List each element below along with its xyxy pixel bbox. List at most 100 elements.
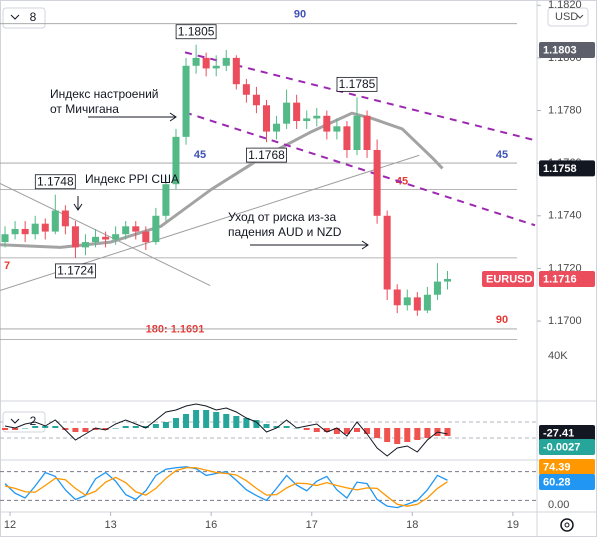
macd-bar bbox=[102, 428, 109, 430]
candle-body bbox=[132, 226, 140, 232]
macd-bar bbox=[183, 414, 190, 428]
macd-bar bbox=[273, 426, 280, 428]
macd-bar bbox=[424, 428, 431, 438]
symbol-badge-bg bbox=[482, 270, 534, 287]
drawings-toggle[interactable] bbox=[2, 7, 46, 29]
settings-button[interactable] bbox=[560, 518, 574, 532]
candle-body bbox=[152, 215, 160, 243]
candle-body bbox=[262, 105, 271, 132]
candle-body bbox=[172, 136, 180, 185]
macd-bar bbox=[253, 420, 260, 428]
candle-body bbox=[61, 210, 69, 227]
candle-body bbox=[11, 228, 19, 235]
macd-bar bbox=[323, 428, 330, 432]
stoch-zero-label: 0.00 bbox=[548, 499, 569, 511]
candle-body bbox=[142, 231, 150, 243]
candle-body bbox=[343, 126, 351, 150]
level-label: 45 bbox=[496, 149, 508, 161]
macd-bar bbox=[414, 428, 421, 440]
price-callout bbox=[175, 24, 217, 40]
macd-bar bbox=[213, 412, 220, 428]
price-callout-label: 1.1768 bbox=[248, 148, 285, 162]
indicators-toggle[interactable] bbox=[2, 411, 46, 433]
x-tick-label: 12 bbox=[4, 519, 16, 531]
macd-line-badge-bg bbox=[539, 425, 595, 441]
macd-bar bbox=[42, 426, 49, 428]
macd-line bbox=[4, 403, 448, 457]
macd-bar bbox=[404, 428, 411, 442]
macd-bar bbox=[52, 426, 59, 428]
stoch-d-badge: 74.39 bbox=[543, 461, 571, 473]
candle-body bbox=[313, 115, 321, 119]
candle-body bbox=[21, 228, 29, 235]
macd-hist-badge-bg bbox=[539, 439, 595, 455]
macd-bar bbox=[132, 426, 139, 428]
price-callout bbox=[336, 76, 378, 92]
price-callout-label: 1.1805 bbox=[178, 24, 215, 38]
macd-bar bbox=[152, 424, 159, 428]
macd-bar bbox=[313, 428, 320, 432]
settings-icon bbox=[564, 522, 570, 528]
macd-bar bbox=[72, 428, 79, 432]
macd-line-badge: -27.41 bbox=[543, 427, 574, 439]
candle-body bbox=[393, 289, 401, 306]
stoch-k bbox=[4, 466, 448, 509]
annotation: от Мичигана bbox=[50, 102, 119, 116]
symbol-badge: EURUSD bbox=[486, 273, 533, 285]
level-label: 90 bbox=[496, 314, 508, 326]
trendline bbox=[0, 182, 211, 286]
price-badge: 1.1803 bbox=[543, 44, 577, 56]
price-badge-bg bbox=[539, 42, 595, 58]
annotation: Индекс настроений bbox=[50, 87, 159, 101]
macd-bar bbox=[112, 428, 119, 429]
x-tick-label: 16 bbox=[205, 519, 217, 531]
macd-bar bbox=[364, 428, 371, 434]
candle-body bbox=[383, 215, 391, 290]
macd-bar bbox=[12, 428, 19, 430]
indicator-count: 2 bbox=[30, 414, 37, 428]
candle-body bbox=[283, 102, 291, 124]
drawings-count: 8 bbox=[30, 10, 37, 24]
macd-bar bbox=[223, 414, 230, 428]
price-callout-label: 1.1724 bbox=[57, 264, 94, 278]
candle-body bbox=[403, 297, 411, 306]
candle-body bbox=[102, 236, 110, 240]
stoch-d-badge-bg bbox=[539, 459, 595, 475]
candle-body bbox=[41, 223, 49, 232]
candle-body bbox=[31, 223, 39, 235]
y-tick-label: 1.1780 bbox=[548, 104, 582, 116]
price-callout-label: 1.1748 bbox=[37, 174, 74, 188]
y-tick-label: 1.1700 bbox=[548, 315, 582, 327]
macd-bar bbox=[263, 424, 270, 428]
arrow bbox=[250, 240, 369, 250]
candle-body bbox=[222, 57, 230, 66]
candle-body bbox=[333, 126, 341, 132]
price-callout bbox=[55, 263, 96, 279]
candle-body bbox=[122, 226, 130, 235]
price-callout bbox=[246, 147, 287, 163]
x-tick-label: 17 bbox=[306, 519, 318, 531]
macd-bar bbox=[384, 428, 391, 442]
y-tick-label: 1.1740 bbox=[548, 210, 582, 222]
dropdown-icon bbox=[576, 14, 584, 19]
candle-body bbox=[232, 57, 240, 85]
trendline bbox=[184, 111, 536, 227]
macd-bar bbox=[82, 428, 89, 432]
macd-bar bbox=[374, 428, 381, 438]
macd-bar bbox=[203, 410, 210, 428]
level-label: 45 bbox=[194, 149, 206, 161]
candle-body bbox=[413, 297, 421, 311]
currency: USD bbox=[555, 11, 578, 23]
macd-bar bbox=[172, 418, 179, 428]
macd-bar bbox=[353, 428, 361, 432]
level-label: 7 bbox=[4, 260, 10, 272]
candle-body bbox=[443, 278, 452, 282]
candle-body bbox=[81, 242, 89, 248]
macd-bar bbox=[32, 426, 39, 428]
stoch-d bbox=[4, 467, 448, 507]
currency-dropdown[interactable] bbox=[547, 7, 589, 27]
annotation: Индекс PPI США bbox=[85, 172, 179, 186]
arrow bbox=[73, 196, 83, 211]
candle-body bbox=[323, 115, 331, 132]
last-price: 1.1716 bbox=[543, 273, 577, 285]
